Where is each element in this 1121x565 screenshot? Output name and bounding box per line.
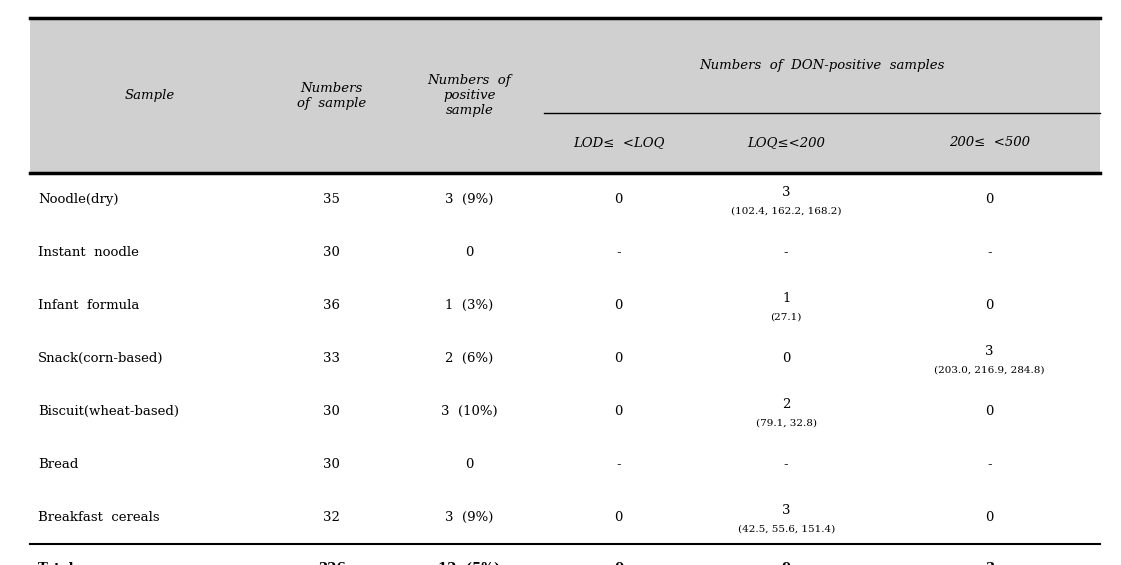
Text: -: -: [784, 246, 788, 259]
Bar: [30, 18, 1100, 173]
Text: 0: 0: [614, 405, 623, 418]
Text: 3  (9%): 3 (9%): [445, 511, 493, 524]
Text: 3  (10%): 3 (10%): [441, 405, 498, 418]
Text: 0: 0: [465, 246, 473, 259]
Text: Numbers
of  sample: Numbers of sample: [297, 81, 367, 110]
Text: 30: 30: [324, 405, 341, 418]
Text: 2  (6%): 2 (6%): [445, 352, 493, 365]
Text: LOD≤  <LOQ: LOD≤ <LOQ: [573, 137, 665, 150]
Text: 0: 0: [985, 299, 993, 312]
Text: Breakfast  cereals: Breakfast cereals: [38, 511, 159, 524]
Text: 0: 0: [985, 511, 993, 524]
Text: 36: 36: [323, 299, 341, 312]
Text: Numbers  of  DON-positive  samples: Numbers of DON-positive samples: [700, 59, 945, 72]
Text: 3: 3: [985, 562, 994, 565]
Text: Numbers  of
positive
sample: Numbers of positive sample: [427, 74, 511, 117]
Text: 3: 3: [782, 503, 790, 516]
Text: 3: 3: [985, 345, 993, 358]
Text: 226: 226: [318, 562, 345, 565]
Text: 0: 0: [782, 352, 790, 365]
Text: -: -: [988, 246, 992, 259]
Text: 30: 30: [324, 246, 341, 259]
Text: 9: 9: [781, 562, 790, 565]
Text: (27.1): (27.1): [770, 312, 802, 321]
Text: -: -: [988, 458, 992, 471]
Text: 35: 35: [324, 193, 341, 206]
Text: -: -: [784, 458, 788, 471]
Text: 0: 0: [465, 458, 473, 471]
Text: Biscuit(wheat-based): Biscuit(wheat-based): [38, 405, 179, 418]
Text: (102.4, 162.2, 168.2): (102.4, 162.2, 168.2): [731, 207, 842, 216]
Text: -: -: [617, 246, 621, 259]
Text: 1  (3%): 1 (3%): [445, 299, 493, 312]
Text: Instant  noodle: Instant noodle: [38, 246, 139, 259]
Text: (42.5, 55.6, 151.4): (42.5, 55.6, 151.4): [738, 525, 835, 534]
Text: Bread: Bread: [38, 458, 78, 471]
Text: Snack(corn-based): Snack(corn-based): [38, 352, 164, 365]
Text: 33: 33: [323, 352, 341, 365]
Text: 200≤  <500: 200≤ <500: [948, 137, 1030, 150]
Text: 1: 1: [782, 292, 790, 305]
Text: -: -: [617, 458, 621, 471]
Text: 0: 0: [614, 352, 623, 365]
Text: 0: 0: [614, 562, 623, 565]
Text: Total: Total: [38, 562, 75, 565]
Text: 12  (5%): 12 (5%): [438, 562, 500, 565]
Text: 0: 0: [614, 511, 623, 524]
Text: LOQ≤<200: LOQ≤<200: [748, 137, 825, 150]
Text: (203.0, 216.9, 284.8): (203.0, 216.9, 284.8): [934, 366, 1045, 375]
Text: 30: 30: [324, 458, 341, 471]
Text: 2: 2: [782, 398, 790, 411]
Text: 32: 32: [324, 511, 341, 524]
Text: 0: 0: [985, 405, 993, 418]
Text: Infant  formula: Infant formula: [38, 299, 139, 312]
Text: (79.1, 32.8): (79.1, 32.8): [756, 419, 817, 428]
Text: Sample: Sample: [124, 89, 175, 102]
Text: 3  (9%): 3 (9%): [445, 193, 493, 206]
Text: 0: 0: [614, 193, 623, 206]
Text: Noodle(dry): Noodle(dry): [38, 193, 119, 206]
Text: 0: 0: [985, 193, 993, 206]
Text: 0: 0: [614, 299, 623, 312]
Text: 3: 3: [782, 185, 790, 198]
